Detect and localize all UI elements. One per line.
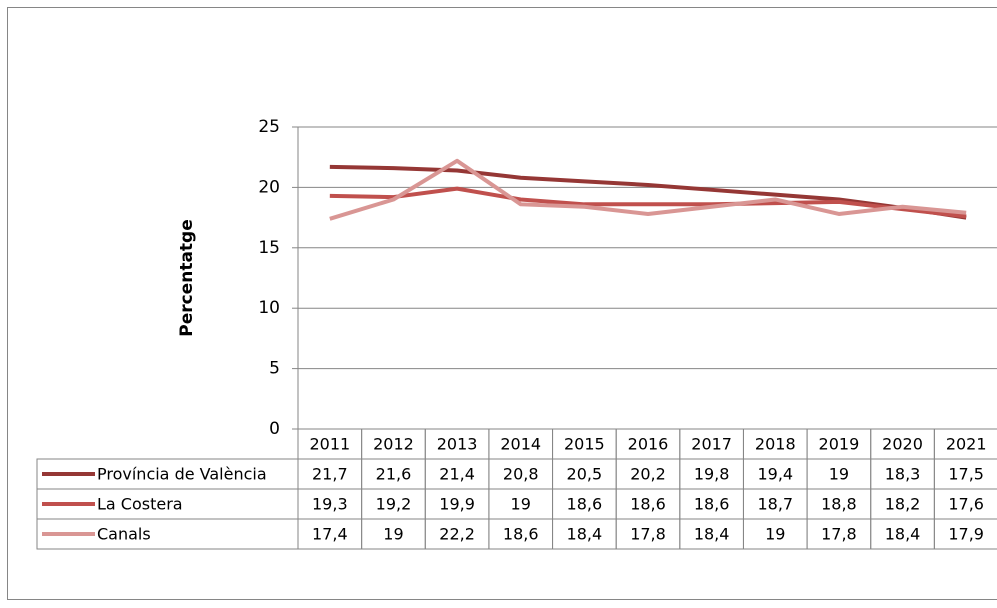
- x-tick-label: 2011: [309, 435, 350, 454]
- table-value: 17,8: [821, 525, 857, 544]
- legend-label: La Costera: [97, 495, 183, 514]
- table-value: 18,6: [567, 495, 603, 514]
- series-line: [329, 164, 967, 220]
- table-value: 19,8: [694, 465, 730, 484]
- legend-label: Canals: [97, 525, 151, 544]
- table-value: 22,2: [439, 525, 475, 544]
- table-value: 18,6: [694, 495, 730, 514]
- table-value: 17,5: [948, 465, 984, 484]
- x-tick-label: 2016: [628, 435, 669, 454]
- y-axis-label: Percentatge: [177, 219, 197, 337]
- table-value: 20,8: [503, 465, 539, 484]
- table-value: 17,6: [948, 495, 984, 514]
- table-value: 18,6: [630, 495, 666, 514]
- y-tick-label: 10: [258, 298, 280, 318]
- y-tick-label: 15: [258, 238, 280, 258]
- table-value: 19,3: [312, 495, 348, 514]
- table-value: 19: [511, 495, 531, 514]
- table-value: 19: [765, 525, 785, 544]
- table-value: 18,2: [885, 495, 921, 514]
- x-tick-label: 2014: [500, 435, 541, 454]
- table-value: 20,2: [630, 465, 666, 484]
- series-line: [329, 186, 967, 219]
- table-value: 18,8: [821, 495, 857, 514]
- table-value: 19,2: [376, 495, 412, 514]
- table-value: 21,6: [376, 465, 412, 484]
- table-value: 18,4: [694, 525, 730, 544]
- legend-label: Província de València: [97, 465, 267, 484]
- table-value: 19,9: [439, 495, 475, 514]
- table-value: 19: [383, 525, 403, 544]
- x-tick-label: 2021: [946, 435, 987, 454]
- y-tick-label: 5: [269, 359, 280, 379]
- table-value: 18,7: [757, 495, 793, 514]
- table-value: 18,4: [885, 525, 921, 544]
- table-value: 18,4: [567, 525, 603, 544]
- table-value: 20,5: [567, 465, 603, 484]
- chart-border: [7, 7, 997, 600]
- series-line: [329, 158, 967, 221]
- y-tick-label: 0: [269, 419, 280, 439]
- table-cell: [933, 518, 997, 550]
- x-tick-label: 2017: [691, 435, 732, 454]
- table-value: 17,9: [948, 525, 984, 544]
- table-value: 21,7: [312, 465, 348, 484]
- table-value: 19: [829, 465, 849, 484]
- table-value: 17,4: [312, 525, 348, 544]
- table-value: 18,3: [885, 465, 921, 484]
- table-value: 19,4: [757, 465, 793, 484]
- y-tick-label: 25: [258, 117, 280, 137]
- x-tick-label: 2015: [564, 435, 605, 454]
- x-tick-label: 2012: [373, 435, 414, 454]
- x-tick-label: 2013: [437, 435, 478, 454]
- x-tick-label: 2020: [882, 435, 923, 454]
- y-tick-label: 20: [258, 177, 280, 197]
- x-tick-label: 2019: [819, 435, 860, 454]
- x-tick-label: 2018: [755, 435, 796, 454]
- table-value: 21,4: [439, 465, 475, 484]
- table-value: 17,8: [630, 525, 666, 544]
- table-value: 18,6: [503, 525, 539, 544]
